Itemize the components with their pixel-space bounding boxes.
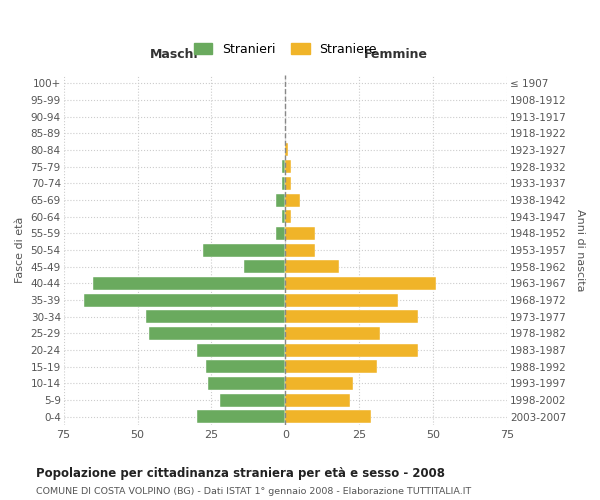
Bar: [197, 344, 286, 356]
Bar: [286, 177, 291, 190]
Bar: [277, 194, 286, 206]
Bar: [283, 160, 286, 173]
Bar: [286, 344, 418, 356]
Text: Femmine: Femmine: [364, 48, 428, 61]
Bar: [197, 410, 286, 424]
Bar: [286, 327, 380, 340]
Text: COMUNE DI COSTA VOLPINO (BG) - Dati ISTAT 1° gennaio 2008 - Elaborazione TUTTITA: COMUNE DI COSTA VOLPINO (BG) - Dati ISTA…: [36, 488, 471, 496]
Y-axis label: Anni di nascita: Anni di nascita: [575, 209, 585, 292]
Bar: [277, 227, 286, 240]
Bar: [286, 227, 315, 240]
Bar: [146, 310, 286, 324]
Bar: [286, 144, 289, 156]
Bar: [244, 260, 286, 273]
Bar: [286, 260, 338, 273]
Bar: [286, 160, 291, 173]
Bar: [286, 210, 291, 223]
Bar: [149, 327, 286, 340]
Text: Maschi: Maschi: [150, 48, 199, 61]
Bar: [286, 410, 371, 424]
Bar: [283, 210, 286, 223]
Bar: [286, 277, 436, 290]
Bar: [208, 377, 286, 390]
Bar: [93, 277, 286, 290]
Bar: [286, 244, 315, 256]
Bar: [203, 244, 286, 256]
Bar: [286, 377, 353, 390]
Bar: [286, 394, 350, 406]
Bar: [206, 360, 286, 374]
Bar: [283, 177, 286, 190]
Bar: [286, 360, 377, 374]
Bar: [286, 294, 398, 306]
Legend: Stranieri, Straniere: Stranieri, Straniere: [190, 39, 381, 60]
Bar: [286, 310, 418, 324]
Bar: [220, 394, 286, 406]
Bar: [84, 294, 286, 306]
Text: Popolazione per cittadinanza straniera per età e sesso - 2008: Popolazione per cittadinanza straniera p…: [36, 468, 445, 480]
Bar: [286, 194, 300, 206]
Y-axis label: Fasce di età: Fasce di età: [15, 217, 25, 283]
